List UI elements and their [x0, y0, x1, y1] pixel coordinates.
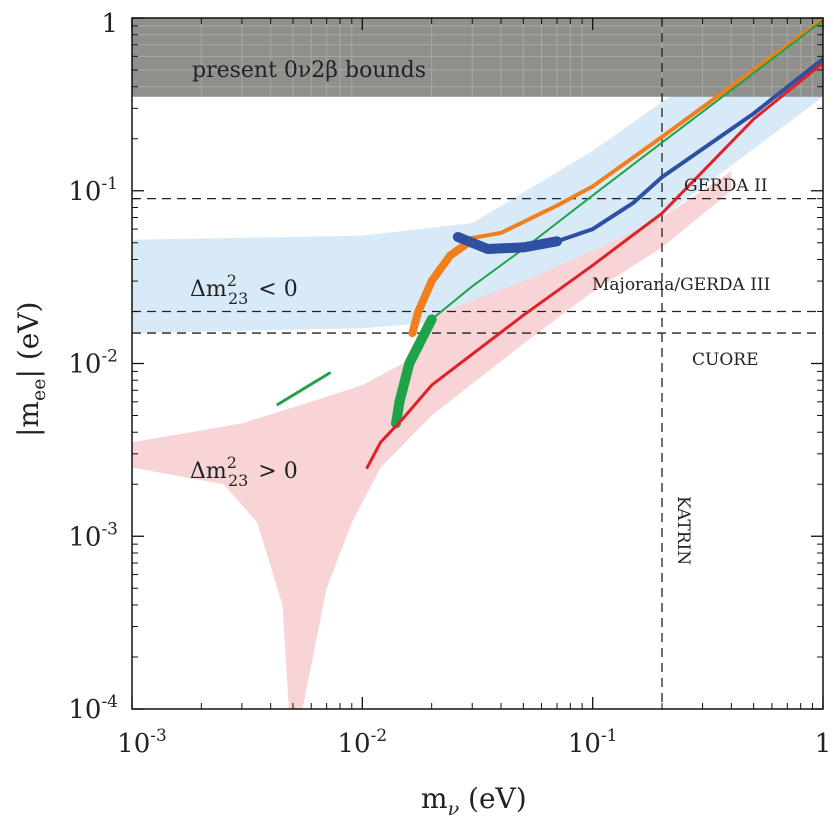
green-thick-segment: [391, 314, 437, 429]
excluded-region-fill: [132, 18, 823, 97]
y-tick-label: 10-3: [68, 519, 118, 552]
plot-area: [132, 18, 823, 709]
gerda2-label: GERDA II: [684, 176, 768, 196]
katrin-label: KATRIN: [673, 496, 693, 565]
blue-thick-segment: [452, 232, 562, 254]
series-layer: [276, 18, 823, 469]
red-curve: [365, 61, 823, 469]
normal-region-label: Δm2 23 > 0: [190, 453, 298, 490]
majorana-label: Majorana/GERDA III: [592, 275, 770, 295]
green-island: [276, 371, 331, 406]
inverted-hierarchy-band: [132, 21, 823, 334]
x-axis-label: mν (eV): [421, 782, 527, 820]
excluded-region-label: present 0ν2β bounds: [192, 58, 426, 83]
inverted-region-label: Δm2 23 < 0: [190, 271, 298, 308]
cuore-label: CUORE: [692, 350, 758, 370]
y-axis-label: |mee| (eV): [12, 302, 50, 437]
y-tick-label: 10-4: [68, 692, 118, 725]
axis-ticks: 10-3 10-2 10-1 110-410-310-210-11: [68, 9, 831, 759]
x-tick-label: 10-2: [338, 726, 388, 759]
y-tick-label: 10-2: [68, 347, 118, 380]
orange-branch: [408, 235, 477, 338]
normal-hierarchy-band: [132, 171, 732, 709]
y-tick-label: 10-1: [68, 174, 118, 207]
orange-curve: [459, 18, 823, 242]
sensitivity-lines: [132, 18, 823, 709]
x-tick-label: 1: [815, 729, 832, 759]
excluded-region: [132, 18, 823, 97]
bands-layer: [132, 21, 823, 709]
x-tick-label: 10-3: [117, 726, 167, 759]
y-tick-label: 1: [101, 9, 118, 39]
x-tick-label: 10-1: [568, 726, 618, 759]
